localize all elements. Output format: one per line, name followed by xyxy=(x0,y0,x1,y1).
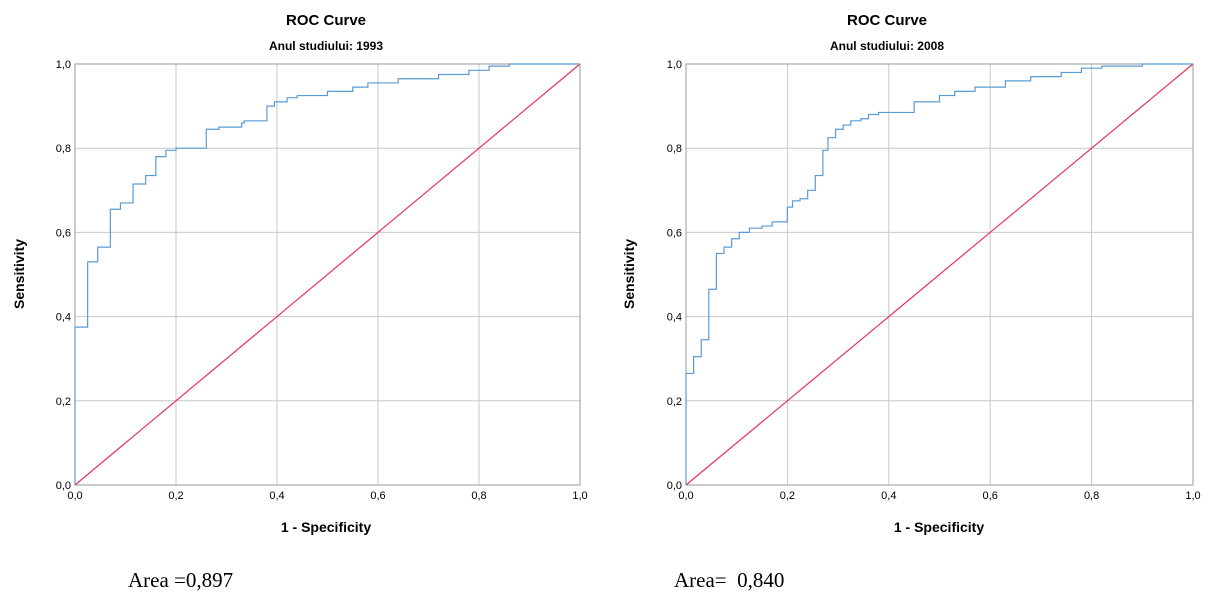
roc-chart-1993: ROC Curve Anul studiului: 1993 0,0 0,2 0,4… xyxy=(0,0,604,592)
plot-frame xyxy=(74,63,581,486)
x-tick-label: 0,2 xyxy=(168,490,183,502)
y-tick-label: 0,8 xyxy=(56,143,71,155)
y-axis-label: Sensitivity xyxy=(621,239,637,309)
y-tick-label: 0,6 xyxy=(56,227,71,239)
x-tick-labels: 0,0 0,2 0,4 0,6 0,8 1,0 xyxy=(678,490,1200,502)
roc-curve-line xyxy=(685,63,1193,485)
roc-chart-2008-svg: ROC Curve Anul studiului: 2008 0,0 0,2 0,4… xyxy=(621,12,1201,535)
y-tick-label: 0,2 xyxy=(667,396,682,408)
x-tick-label: 0,4 xyxy=(269,490,284,502)
x-tick-labels: 0,0 0,2 0,4 0,6 0,8 1,0 xyxy=(67,490,587,502)
x-tick-label: 1,0 xyxy=(1185,490,1200,502)
y-tick-label: 0,4 xyxy=(56,312,71,324)
y-tick-label: 1,0 xyxy=(667,59,682,71)
x-tick-label: 1,0 xyxy=(572,490,587,502)
chart-title: ROC Curve xyxy=(847,12,927,29)
x-axis-label: 1 - Specificity xyxy=(281,519,371,535)
x-tick-label: 0,8 xyxy=(1084,490,1099,502)
roc-curve-line xyxy=(74,63,580,485)
y-tick-labels: 0,0 0,2 0,4 0,6 0,8 1,0 xyxy=(56,59,71,492)
y-tick-labels: 0,0 0,2 0,4 0,6 0,8 1,0 xyxy=(667,59,682,492)
y-tick-label: 0,8 xyxy=(667,143,682,155)
reference-diagonal-line xyxy=(74,63,581,486)
reference-diagonal-line xyxy=(685,63,1194,486)
x-tick-label: 0,0 xyxy=(678,490,693,502)
roc-chart-2008: ROC Curve Anul studiului: 2008 0,0 0,2 0,4… xyxy=(604,0,1208,592)
plot-frame xyxy=(685,63,1194,486)
x-tick-label: 0,8 xyxy=(471,490,486,502)
y-tick-label: 0,0 xyxy=(667,480,682,492)
chart-subtitle: Anul studiului: 2008 xyxy=(830,39,944,53)
y-tick-label: 1,0 xyxy=(56,59,71,71)
y-tick-label: 0,0 xyxy=(56,480,71,492)
x-tick-label: 0,6 xyxy=(370,490,385,502)
chart-title: ROC Curve xyxy=(286,12,366,29)
x-tick-label: 0,2 xyxy=(780,490,795,502)
y-axis-label: Sensitivity xyxy=(11,239,27,309)
x-axis-label: 1 - Specificity xyxy=(894,519,984,535)
area-caption: Area= 0,840 xyxy=(674,568,785,592)
x-tick-label: 0,6 xyxy=(983,490,998,502)
x-tick-label: 0,0 xyxy=(67,490,82,502)
x-tick-label: 0,4 xyxy=(881,490,896,502)
chart-subtitle: Anul studiului: 1993 xyxy=(269,39,383,53)
y-tick-label: 0,2 xyxy=(56,396,71,408)
roc-chart-1993-svg: ROC Curve Anul studiului: 1993 0,0 0,2 0,4… xyxy=(11,12,588,535)
y-tick-label: 0,4 xyxy=(667,312,682,324)
y-tick-label: 0,6 xyxy=(667,227,682,239)
area-caption: Area =0,897 xyxy=(128,568,234,592)
